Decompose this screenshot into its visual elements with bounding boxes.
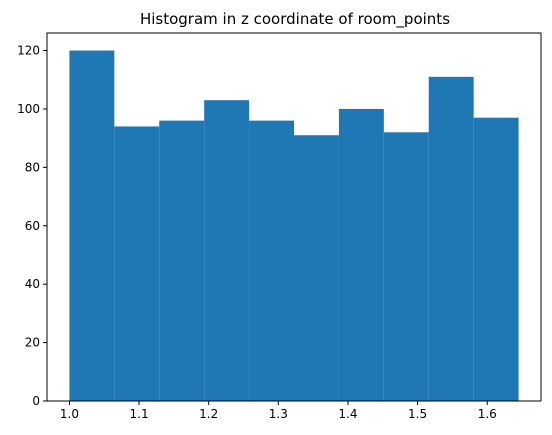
x-tick-label: 1.5 bbox=[408, 407, 427, 421]
histogram-bar bbox=[473, 117, 519, 401]
x-tick-label: 1.6 bbox=[478, 407, 497, 421]
y-tick-label: 60 bbox=[25, 219, 40, 233]
histogram-bar bbox=[428, 76, 474, 402]
histogram-bar bbox=[294, 135, 339, 401]
histogram-bar bbox=[114, 126, 160, 401]
y-tick-label: 20 bbox=[25, 336, 40, 350]
x-axis: 1.0 1.1 1.2 1.3 1.4 1.5 1.6 bbox=[60, 401, 497, 421]
histogram-bar bbox=[249, 120, 294, 401]
x-tick-label: 1.0 bbox=[60, 407, 79, 421]
histogram-bar bbox=[204, 100, 250, 401]
y-axis: 0 20 40 60 80 100 120 bbox=[17, 44, 47, 408]
histogram-bar bbox=[383, 132, 429, 402]
bars-group bbox=[69, 50, 519, 402]
x-tick-label: 1.3 bbox=[269, 407, 288, 421]
y-tick-label: 120 bbox=[17, 44, 40, 58]
histogram-bar bbox=[69, 50, 115, 402]
histogram-bar bbox=[159, 120, 205, 401]
x-tick-label: 1.4 bbox=[338, 407, 357, 421]
x-tick-label: 1.2 bbox=[199, 407, 218, 421]
y-tick-label: 100 bbox=[17, 102, 40, 116]
chart-title: Histogram in z coordinate of room_points bbox=[140, 10, 450, 29]
y-tick-label: 80 bbox=[25, 160, 40, 174]
y-tick-label: 0 bbox=[32, 394, 40, 408]
y-tick-label: 40 bbox=[25, 277, 40, 291]
histogram-bar bbox=[338, 108, 384, 401]
plot-frame bbox=[46, 32, 542, 402]
x-tick-label: 1.1 bbox=[130, 407, 149, 421]
